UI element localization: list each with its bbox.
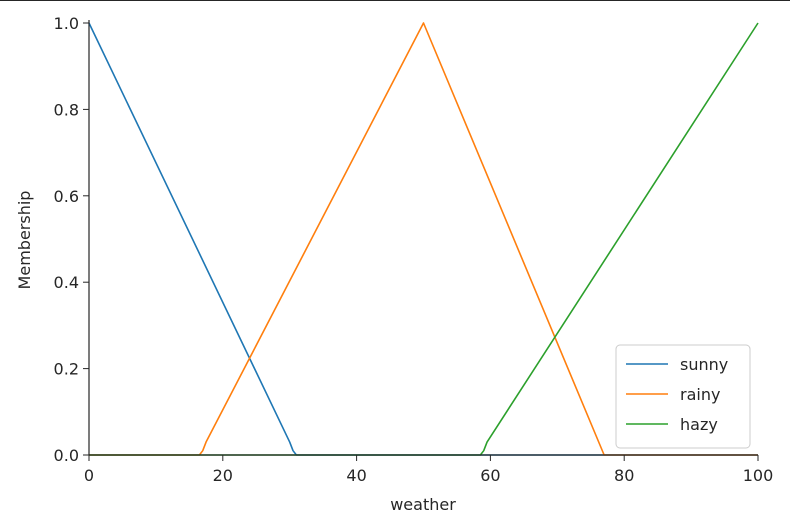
legend-box — [615, 344, 751, 449]
y-tick-label: 0.6 — [54, 187, 79, 206]
x-tick-label: 100 — [743, 466, 774, 485]
y-tick-label: 0.0 — [54, 446, 79, 465]
x-tick-label: 20 — [213, 466, 233, 485]
y-tick-label: 1.0 — [54, 14, 79, 33]
x-axis-ticks: 0 20 40 60 80 100 — [84, 455, 773, 485]
x-tick-label: 0 — [84, 466, 94, 485]
x-tick-label: 60 — [480, 466, 500, 485]
legend-label-hazy: hazy — [680, 415, 718, 434]
y-tick-label: 0.8 — [54, 100, 79, 119]
y-tick-label: 0.2 — [54, 360, 79, 379]
legend-label-rainy: rainy — [680, 385, 720, 404]
legend: sunny rainy hazy — [615, 344, 751, 449]
y-tick-label: 0.4 — [54, 273, 79, 292]
x-tick-label: 40 — [346, 466, 366, 485]
legend-label-sunny: sunny — [680, 355, 728, 374]
y-axis-label: Membership — [15, 191, 34, 290]
x-tick-label: 80 — [614, 466, 634, 485]
x-axis-label: weather — [390, 495, 456, 514]
y-axis-ticks: 0.0 0.2 0.4 0.6 0.8 1.0 — [54, 14, 89, 465]
